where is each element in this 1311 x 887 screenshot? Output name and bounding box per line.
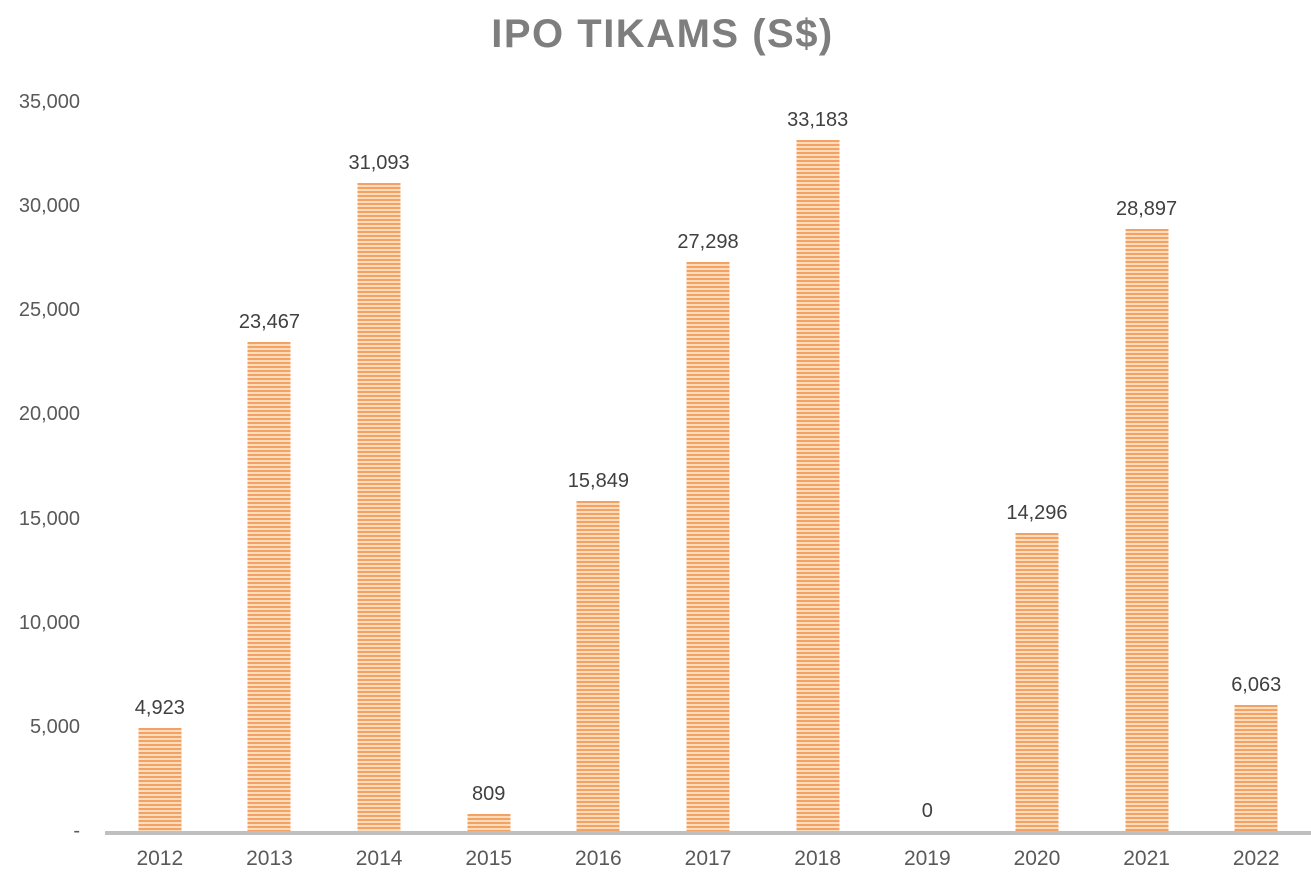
bar [576,500,620,831]
bar-value-label: 4,923 [134,697,185,720]
x-axis-tick-label: 2017 [684,847,732,870]
bar-column: 0 2019 [872,102,982,870]
plot-area: 4,923 2012 23,467 2013 31,093 2014 809 2015 15,8… [105,102,1311,870]
bar [796,139,840,831]
bar-value-label: 6,063 [1231,673,1282,696]
bar-column: 31,093 2014 [324,102,434,870]
bar-series: 4,923 2012 23,467 2013 31,093 2014 809 2015 15,8… [105,102,1311,870]
y-axis-tick-label: 10,000 [18,611,80,634]
x-axis-line [105,831,1311,835]
x-axis-tick-label: 2018 [794,847,842,870]
bar-value-label: 809 [472,783,506,806]
bar-column: 4,923 2012 [105,102,215,870]
bar-column: 809 2015 [434,102,544,870]
bar-value-label: 14,296 [1006,502,1068,525]
y-axis-tick-label: - [73,820,80,842]
bar-column: 27,298 2017 [653,102,763,870]
y-axis-tick-label: 5,000 [29,715,80,738]
x-axis-tick-label: 2020 [1013,847,1061,870]
y-axis-tick-label: 35,000 [18,91,80,113]
bar-value-label: 31,093 [348,152,410,175]
x-axis-tick-label: 2016 [575,847,622,870]
bar [686,262,730,831]
x-axis-tick-label: 2015 [465,847,513,870]
bar-value-label: 28,897 [1115,198,1178,221]
y-axis-tick-label: 15,000 [18,507,80,530]
bar [467,814,511,831]
bar-value-label: 15,849 [567,469,629,492]
bar-column: 28,897 2021 [1092,102,1202,870]
x-axis-tick-label: 2014 [355,847,403,870]
y-axis-tick-label: 30,000 [18,195,80,218]
bar-value-label: 33,183 [787,108,849,131]
bar-column: 33,183 2018 [763,102,873,870]
bar-value-label: 27,298 [677,231,739,254]
bar [1234,704,1278,831]
bar [1125,229,1169,831]
x-axis-tick-label: 2021 [1123,847,1170,870]
x-axis-tick-label: 2012 [136,847,184,870]
x-axis-tick-label: 2019 [903,847,951,870]
x-axis-tick-label: 2013 [246,847,293,870]
bar-column: 14,296 2020 [982,102,1092,870]
y-axis-tick-label: 25,000 [18,299,80,322]
bar [1015,533,1059,831]
bar-column: 15,849 2016 [544,102,654,870]
bar [357,183,401,831]
bar-column: 6,063 2022 [1201,102,1311,870]
bar [247,342,291,831]
y-axis-tick-label: 20,000 [18,403,80,426]
x-axis-tick-label: 2022 [1232,847,1280,870]
bar-column: 23,467 2013 [215,102,325,870]
bar-value-label: 23,467 [238,311,301,334]
bar-value-label: 0 [921,800,933,822]
chart-title: IPO TIKAMS (S$) [491,12,834,56]
bar [138,728,182,831]
